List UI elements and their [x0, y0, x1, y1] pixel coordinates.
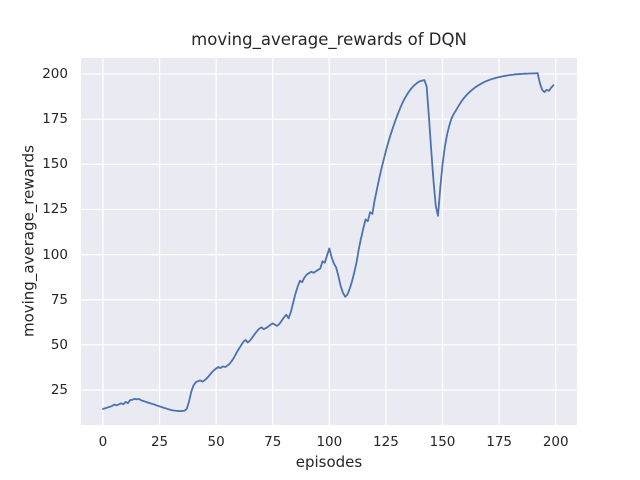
x-tick-label: 25 — [150, 434, 169, 450]
y-tick-label: 100 — [42, 246, 68, 263]
chart-svg — [81, 58, 577, 425]
y-tick-label: 125 — [42, 201, 68, 218]
x-tick-label: 150 — [429, 434, 456, 450]
x-tick-label: 50 — [207, 434, 225, 450]
x-axis-label: episodes — [295, 453, 363, 471]
x-tick-label: 175 — [486, 434, 513, 450]
y-tick-label: 50 — [50, 336, 68, 353]
plot-area — [81, 58, 577, 425]
y-tick-label: 175 — [42, 111, 68, 128]
y-tick-label: 200 — [42, 66, 68, 83]
y-tick-label: 150 — [42, 156, 68, 173]
chart-title: moving_average_rewards of DQN — [191, 30, 467, 49]
x-tick-label: 200 — [542, 434, 569, 450]
x-tick-label: 100 — [316, 434, 343, 450]
x-tick-label: 75 — [264, 434, 282, 450]
y-tick-label: 75 — [50, 291, 68, 308]
x-tick-label: 0 — [98, 434, 108, 450]
reward-line — [102, 72, 555, 412]
y-tick-label: 25 — [50, 381, 68, 398]
x-tick-label: 125 — [373, 434, 399, 450]
